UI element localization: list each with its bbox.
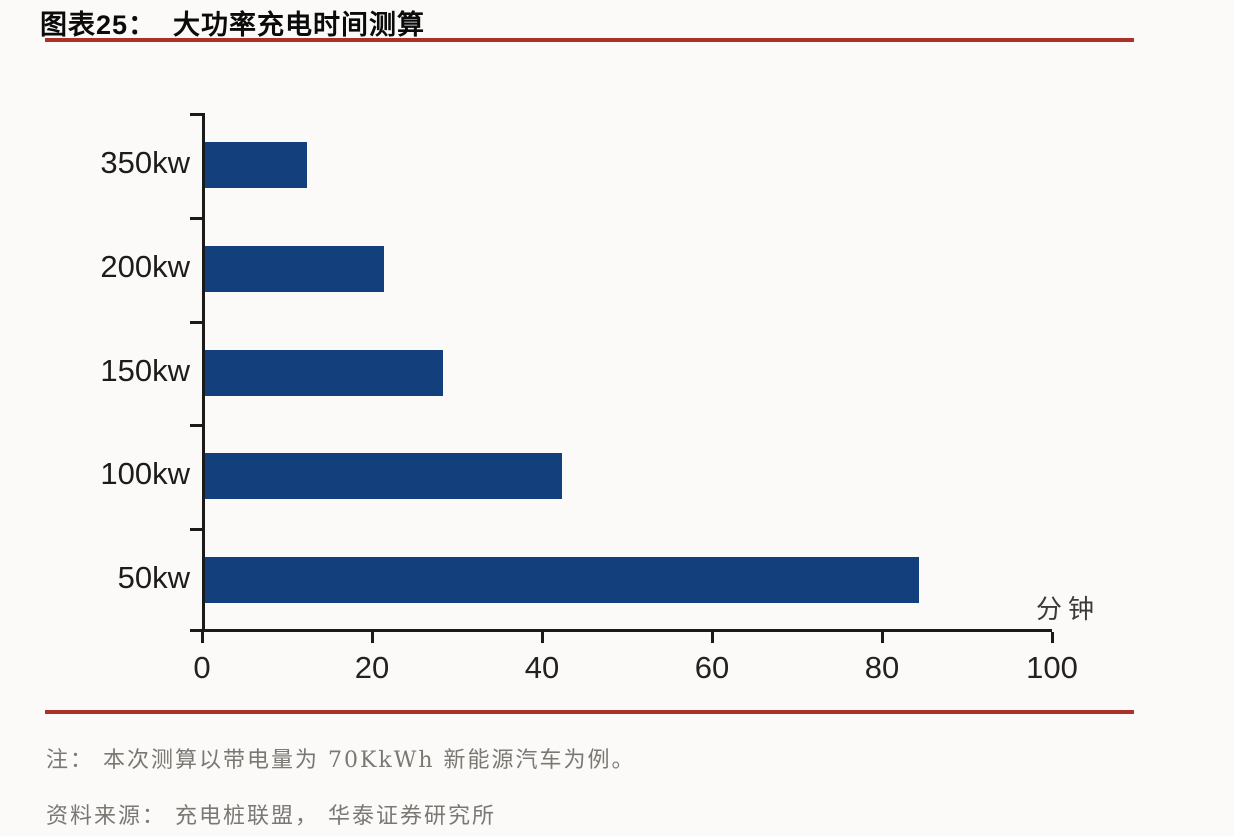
figure-note: 注： 本次测算以带电量为 70KkWh 新能源汽车为例。 — [46, 748, 636, 773]
category-label-150kw: 150kw — [100, 352, 190, 388]
bar-chart-plot-area — [190, 113, 1052, 632]
bar-150kw — [205, 349, 443, 396]
footer-divider-rule — [45, 710, 1134, 714]
x-tick-label-80: 80 — [864, 650, 900, 685]
x-tick-label-60: 60 — [694, 650, 730, 685]
y-axis-tick — [190, 424, 202, 428]
x-axis: 0 20 40 60 80 100 — [193, 632, 1078, 692]
y-axis-tick — [190, 320, 202, 324]
y-axis-tick — [190, 216, 202, 220]
x-axis-tick — [710, 632, 714, 643]
title-underline-rule — [45, 38, 1134, 42]
category-label-50kw: 50kw — [117, 560, 190, 596]
x-tick-label-0: 0 — [193, 650, 211, 685]
y-axis-category-labels: 350kw 200kw 150kw 100kw 50kw — [20, 113, 190, 632]
y-axis-tick — [190, 629, 202, 632]
figure-source: 资料来源： 充电桩联盟， 华泰证券研究所 — [46, 804, 496, 829]
category-label-100kw: 100kw — [100, 456, 190, 492]
figure-title: 图表25： 大功率充电时间测算 — [40, 10, 426, 40]
x-axis-tick — [880, 632, 884, 643]
x-axis-unit-label: 分钟 — [1036, 595, 1101, 625]
category-label-200kw: 200kw — [100, 248, 190, 284]
y-axis-tick — [190, 113, 202, 116]
x-tick-label-20: 20 — [354, 650, 390, 685]
x-tick-label-40: 40 — [524, 650, 560, 685]
x-axis-tick — [200, 632, 204, 643]
bar-350kw — [205, 141, 307, 188]
category-label-350kw: 350kw — [100, 144, 190, 180]
x-axis-tick — [1050, 632, 1054, 643]
bar-50kw — [205, 557, 919, 604]
y-axis-tick — [190, 528, 202, 532]
x-tick-label-100: 100 — [1026, 650, 1078, 685]
bar-100kw — [205, 453, 562, 500]
bar-200kw — [205, 245, 384, 292]
x-axis-tick — [540, 632, 544, 643]
x-axis-tick — [370, 632, 374, 643]
